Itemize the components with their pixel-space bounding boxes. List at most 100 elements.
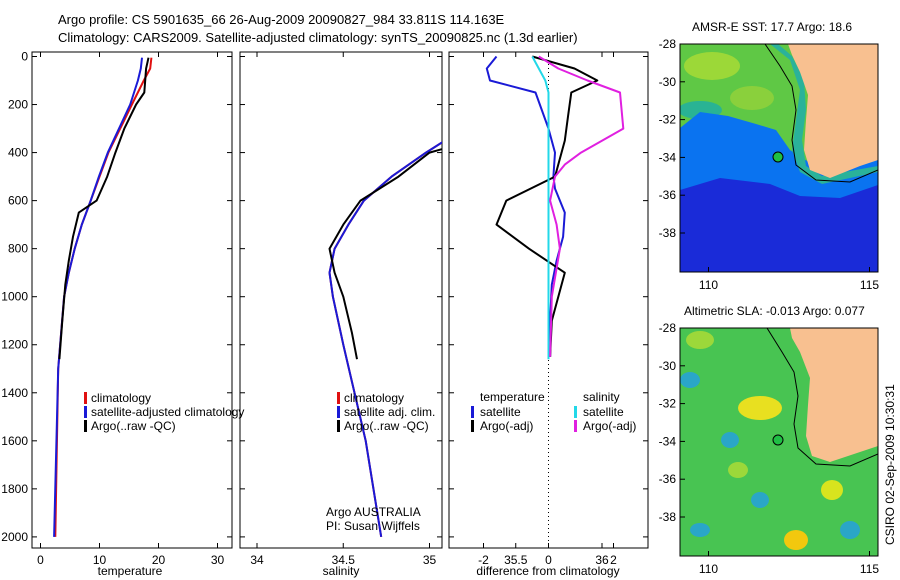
- y-tick-label: 1000: [1, 290, 28, 304]
- y-tick-label: 800: [8, 242, 28, 256]
- sla-patch: [840, 521, 860, 539]
- series-line-satellite: [485, 55, 566, 357]
- salinity-xlabel: salinity: [323, 564, 360, 578]
- series-line-climatology: [328, 141, 442, 538]
- legend-label-argo: Argo(..raw -QC): [91, 419, 176, 433]
- x-tick-label: 0: [545, 553, 552, 567]
- series-line-climatology: [54, 57, 153, 537]
- sst-map-panel: AMSR-E SST: 17.7 Argo: 18.6 110115120-28…: [659, 20, 880, 292]
- sst-map-image: [680, 44, 878, 272]
- legend-swatch-sal-satellite: [574, 406, 577, 418]
- y-tick-label: -28: [659, 37, 677, 51]
- legend-label-climatology: climatology: [344, 391, 404, 405]
- sla-patch: [821, 480, 843, 500]
- annotation-pi: PI: Susan Wijffels: [326, 519, 420, 533]
- difference-lines: [485, 55, 625, 360]
- series-line-satellite: [531, 56, 550, 360]
- sla-map-axes: [679, 327, 879, 557]
- difference-ticks: -2 0 2: [449, 52, 648, 567]
- series-line-satellite-adj-clim-: [328, 141, 442, 538]
- sla-patch: [721, 432, 739, 448]
- y-tick-label: 0: [21, 50, 28, 64]
- y-tick-label: -34: [659, 434, 677, 448]
- legend-label-temp-argo: Argo(-adj): [480, 419, 533, 433]
- x-tick-label: 36: [595, 553, 609, 567]
- legend-header-temperature: temperature: [480, 390, 545, 404]
- series-line-argo-raw-qc-: [328, 148, 442, 360]
- y-tick-label: 400: [8, 146, 28, 160]
- salinity-ticks: 34 34.5 35 35.5 36: [240, 52, 609, 567]
- sla-land: [790, 328, 878, 462]
- sla-patch: [738, 396, 782, 420]
- x-tick-label: 110: [699, 278, 718, 292]
- sst-cold-water: [680, 178, 878, 272]
- temperature-panel: 0 10 20 30 0 200 400 600 800 1000 1200 1400 1600 1800…: [1, 50, 244, 579]
- legend-swatch-sal-argo: [574, 420, 577, 432]
- header-line2: Climatology: CARS2009. Satellite-adjuste…: [58, 30, 578, 45]
- temperature-ticks: 0 10 20 30 0 200 400 600 800 1000 1200 1400 1600 1800…: [1, 50, 232, 567]
- difference-panel: -2 0 2 difference from climatology tempera…: [448, 51, 649, 578]
- legend-label-satellite: satellite adj. clim.: [344, 405, 435, 419]
- sla-patch: [686, 331, 714, 349]
- sst-coastline: [764, 44, 878, 183]
- y-tick-label: 1200: [1, 338, 28, 352]
- series-line-argo-adj-: [495, 55, 599, 357]
- salinity-panel: 34 34.5 35 35.5 36 salinity climatology sate…: [239, 51, 609, 578]
- y-tick-label: -28: [659, 321, 677, 335]
- y-tick-label: -34: [659, 150, 677, 164]
- x-tick-label: 110: [699, 562, 718, 576]
- sla-map-panel: Altimetric SLA: -0.013 Argo: 0.077 110 11…: [659, 304, 880, 576]
- difference-legend: temperature salinity satellite Argo(-adj…: [471, 390, 636, 433]
- sst-coastal-band: [770, 44, 878, 184]
- series-line-satellite-adjusted-climatology: [53, 57, 143, 537]
- x-tick-label: 10: [93, 553, 107, 567]
- salinity-legend: climatology satellite adj. clim. Argo(..…: [337, 391, 435, 433]
- x-tick-label: 0: [37, 553, 44, 567]
- y-tick-label: 1800: [1, 482, 28, 496]
- legend-swatch-temp-argo: [471, 420, 474, 432]
- salinity-axes: [239, 51, 443, 549]
- y-tick-label: -32: [659, 113, 677, 127]
- sla-map-image: [680, 328, 878, 556]
- legend-label-temp-satellite: satellite: [480, 405, 521, 419]
- difference-xlabel: difference from climatology: [476, 564, 619, 578]
- argo-float-marker: [772, 434, 784, 446]
- legend-label-satellite: satellite-adjusted climatology: [91, 405, 244, 419]
- y-tick-label: 1400: [1, 386, 28, 400]
- header-line1: Argo profile: CS 5901635_66 26-Aug-2009 …: [58, 12, 505, 27]
- sst-map-title: AMSR-E SST: 17.7 Argo: 18.6: [692, 20, 852, 34]
- sla-coastline: [766, 328, 878, 467]
- annotation-argo-australia: Argo AUSTRALIA: [326, 505, 421, 519]
- salinity-lines: [328, 141, 442, 538]
- sla-patch: [680, 372, 700, 388]
- y-tick-label: -30: [659, 75, 677, 89]
- temperature-xlabel: temperature: [98, 564, 163, 578]
- y-tick-label: 1600: [1, 434, 28, 448]
- sst-land: [788, 44, 878, 178]
- x-tick-label: 34: [250, 553, 264, 567]
- sla-patch: [784, 530, 808, 550]
- y-tick-label: -30: [659, 359, 677, 373]
- x-tick-label: 20: [152, 553, 166, 567]
- x-tick-label: 115: [860, 562, 879, 576]
- temperature-lines: [53, 57, 153, 537]
- sst-patch: [730, 86, 774, 110]
- legend-swatch-satellite: [337, 406, 340, 418]
- legend-swatch-argo: [84, 420, 87, 432]
- argo-float-marker: [772, 151, 784, 163]
- legend-swatch-temp-satellite: [471, 406, 474, 418]
- sla-map-ticks: 110115120-28-30-32-34-36-38: [659, 321, 880, 576]
- x-tick-label: -2: [478, 553, 489, 567]
- x-tick-label: 35.5: [504, 553, 528, 567]
- sst-patch: [684, 52, 740, 80]
- legend-label-argo: Argo(..raw -QC): [344, 419, 429, 433]
- series-line-argo-adj-: [538, 55, 625, 357]
- sst-map-ticks: 110115120-28-30-32-34-36-38: [659, 37, 880, 292]
- x-tick-label: 34.5: [332, 553, 356, 567]
- legend-label-sal-satellite: satellite: [583, 405, 624, 419]
- legend-swatch-satellite: [84, 406, 87, 418]
- sla-patch: [728, 462, 748, 478]
- sla-map-title: Altimetric SLA: -0.013 Argo: 0.077: [684, 304, 865, 318]
- sla-patch: [751, 492, 769, 508]
